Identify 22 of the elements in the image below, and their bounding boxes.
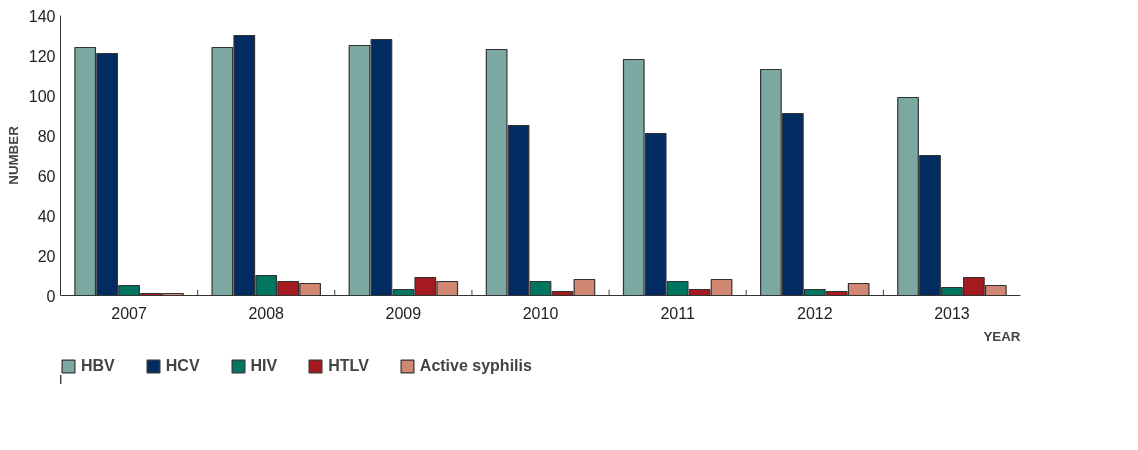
x-tick-label: 2008: [248, 304, 285, 322]
x-tick-label: 2011: [660, 304, 695, 322]
y-tick-label: 100: [28, 87, 56, 105]
legend-label: HTLV: [328, 357, 369, 375]
legend-label: HBV: [81, 357, 115, 375]
x-tick-label: 2013: [934, 304, 970, 322]
legend-label: Active syphilis: [419, 357, 532, 375]
y-tick-label: 80: [37, 127, 56, 145]
y-tick-label: 140: [28, 7, 56, 25]
y-axis-title: NUMBER: [5, 125, 21, 185]
x-tick-label: 2007: [111, 304, 147, 322]
y-tick-label: 120: [28, 47, 56, 65]
y-tick-label: 60: [37, 167, 56, 185]
x-tick-label: 2009: [385, 304, 422, 322]
x-tick-label: 2010: [522, 304, 559, 322]
y-tick-label: 20: [37, 247, 56, 265]
y-tick-label: 0: [46, 287, 56, 305]
x-tick-label: 2012: [796, 304, 833, 322]
legend-label: HCV: [165, 357, 200, 375]
x-axis-title: YEAR: [983, 328, 1021, 344]
y-tick-label: 40: [37, 207, 56, 225]
legend-label: HIV: [250, 357, 278, 375]
